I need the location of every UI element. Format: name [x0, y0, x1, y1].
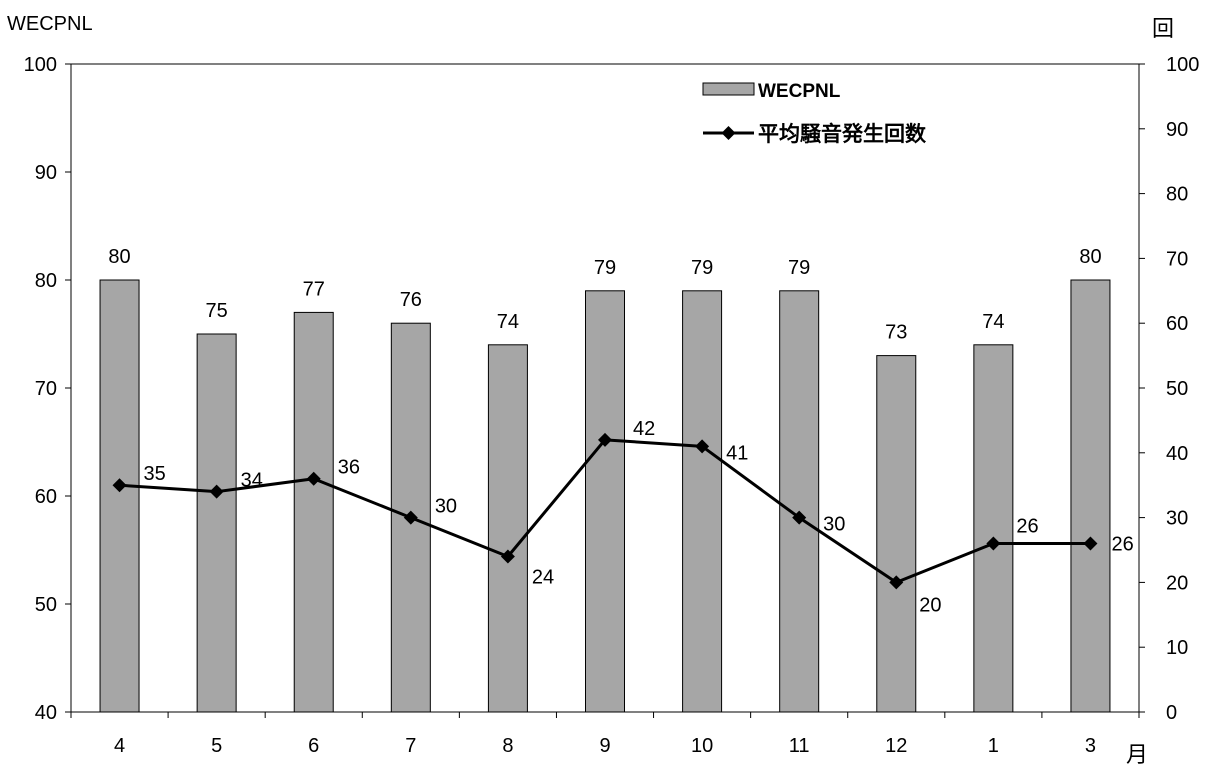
x-tick-label: 1 [988, 735, 999, 757]
line-point-marker [306, 471, 321, 486]
bar-data-label: 76 [400, 289, 422, 311]
line-point-marker [889, 575, 904, 590]
x-tick-label: 7 [405, 735, 416, 757]
bar [293, 311, 334, 713]
right-tick-label: 10 [1166, 637, 1188, 659]
legend-bar-swatch [702, 82, 755, 96]
line-data-label: 41 [726, 442, 748, 464]
x-tick-label: 9 [599, 735, 610, 757]
x-tick-label: 5 [211, 735, 222, 757]
line-data-label: 34 [241, 470, 263, 492]
bar [682, 290, 723, 713]
line-point-marker [500, 549, 515, 564]
left-tick-label: 40 [35, 702, 57, 724]
right-tick-label: 40 [1166, 443, 1188, 465]
left-tick-label: 100 [24, 54, 57, 76]
line-data-label: 20 [919, 594, 941, 616]
bar-data-label: 74 [497, 311, 519, 333]
bar [973, 344, 1014, 713]
line-data-label: 42 [633, 418, 655, 440]
bar [779, 290, 820, 713]
line-point-marker [598, 432, 612, 447]
line-data-label: 30 [435, 496, 457, 518]
line-series-group [112, 432, 1098, 590]
right-tick-label: 0 [1166, 702, 1177, 724]
legend: WECPNL 平均騒音発生回数 [702, 81, 927, 146]
line-point-marker [112, 478, 127, 493]
left-tick-label: 90 [35, 162, 57, 184]
line-point-marker [1083, 536, 1098, 551]
bar-data-label: 79 [691, 257, 713, 279]
line-data-label: 35 [144, 463, 166, 485]
left-tick-label: 60 [35, 486, 57, 508]
bar-data-label: 79 [788, 257, 810, 279]
legend-bar-label: WECPNL [758, 81, 841, 102]
right-axis-title: 回 [1152, 16, 1174, 41]
bar-data-label: 75 [206, 300, 228, 322]
bar-series-group [99, 279, 1111, 713]
right-tick-label: 30 [1166, 508, 1188, 530]
line-data-label: 26 [1016, 516, 1038, 538]
x-tick-label: 10 [691, 735, 713, 757]
legend-line-label: 平均騒音発生回数 [758, 122, 927, 146]
right-tick-label: 90 [1166, 119, 1188, 141]
line-point-marker [403, 510, 418, 525]
right-tick-label: 70 [1166, 248, 1188, 270]
bar-data-label: 73 [885, 322, 907, 344]
bar-data-labels-group: 80 75 77 76 74 79 79 79 73 74 80 [108, 246, 1101, 344]
line-data-label: 24 [532, 566, 554, 588]
bar [99, 279, 140, 713]
bar-data-label: 79 [594, 257, 616, 279]
bar [487, 344, 528, 713]
right-tick-label: 50 [1166, 378, 1188, 400]
line-point-marker [792, 510, 807, 525]
x-tick-label: 4 [114, 735, 125, 757]
bar-data-label: 77 [303, 278, 325, 300]
line-data-label: 36 [338, 457, 360, 479]
line-data-label: 26 [1111, 534, 1133, 556]
line-point-marker [986, 536, 1001, 551]
right-tick-label: 60 [1166, 313, 1188, 335]
line-data-label: 30 [823, 514, 845, 536]
left-tick-label: 50 [35, 594, 57, 616]
right-tick-label: 20 [1166, 572, 1188, 594]
left-tick-label: 80 [35, 270, 57, 292]
bar-data-label: 74 [982, 311, 1004, 333]
line-point-marker [209, 484, 224, 499]
x-tick-label: 3 [1085, 735, 1096, 757]
tick-labels-group: 40 50 60 70 80 90 100 0 10 20 30 40 50 60 70 80 90 100 4 5 6… [24, 54, 1200, 757]
bar [1070, 279, 1111, 713]
line-data-labels-group: 35 34 36 30 24 42 41 30 20 26 26 [144, 418, 1134, 617]
x-tick-label: 12 [885, 735, 907, 757]
bar [196, 333, 237, 713]
legend-diamond-marker-icon [721, 126, 736, 140]
x-tick-label: 11 [789, 735, 810, 757]
bar-data-label: 80 [1079, 246, 1101, 268]
left-axis-title: WECPNL [7, 13, 93, 35]
left-tick-label: 70 [35, 378, 57, 400]
bar-data-label: 80 [108, 246, 130, 268]
line-point-marker [695, 439, 710, 454]
bar [876, 355, 917, 713]
x-axis-unit-label: 月 [1126, 742, 1148, 767]
x-tick-label: 6 [308, 735, 319, 757]
axes-group [65, 63, 1145, 718]
x-tick-label: 8 [502, 735, 513, 757]
right-tick-label: 100 [1166, 54, 1199, 76]
bar [585, 290, 625, 713]
right-tick-label: 80 [1166, 184, 1188, 206]
